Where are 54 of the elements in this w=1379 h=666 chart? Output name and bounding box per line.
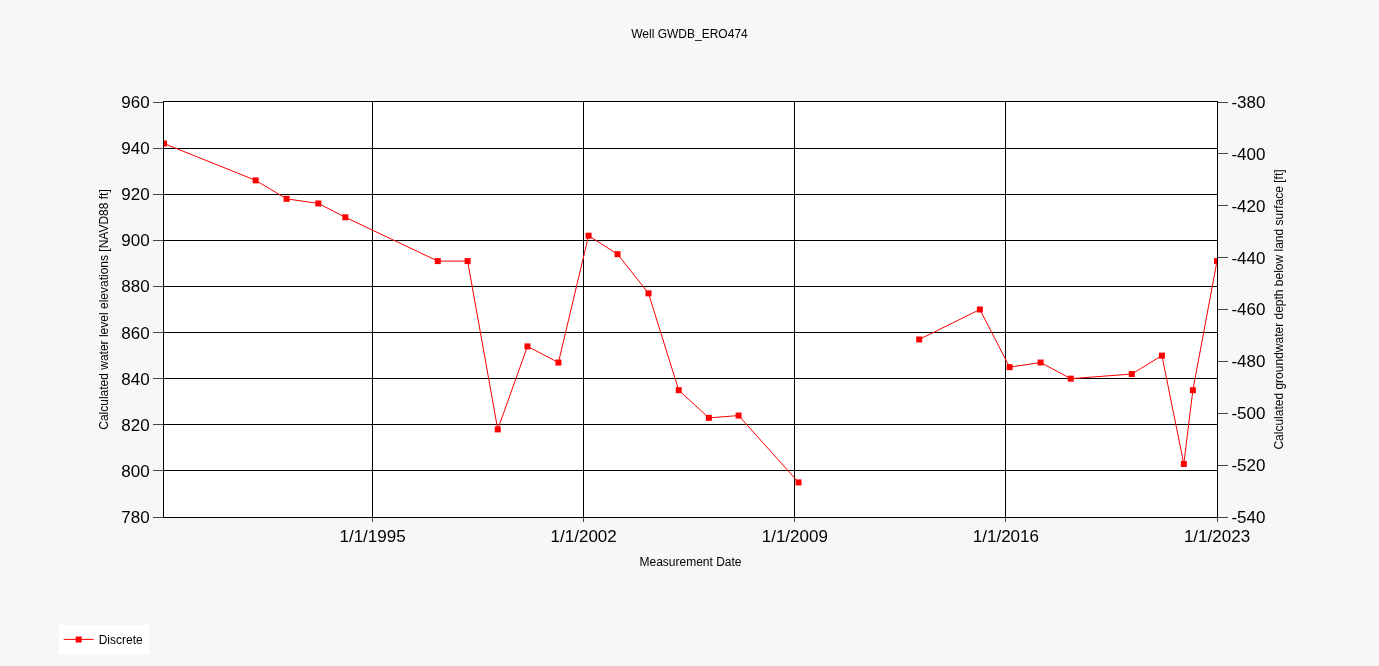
point xyxy=(675,387,682,394)
point xyxy=(434,258,441,265)
point xyxy=(585,232,592,239)
point xyxy=(494,426,501,433)
point xyxy=(283,195,290,202)
point xyxy=(735,412,742,419)
point xyxy=(1180,460,1187,467)
point xyxy=(555,359,562,366)
y-tick-label: 960 xyxy=(121,92,150,112)
chart-title: Well GWDB_ERO474 xyxy=(631,27,749,42)
point xyxy=(705,414,712,421)
y2-tick-label: -420 xyxy=(1231,196,1266,216)
point xyxy=(342,214,349,221)
point xyxy=(1189,387,1196,394)
point xyxy=(1158,352,1165,359)
y2-tick-label: -520 xyxy=(1231,456,1266,476)
x-tick-label: 1/1/2016 xyxy=(972,527,1039,547)
y-tick-label: 820 xyxy=(121,415,150,435)
point xyxy=(1067,375,1074,382)
x-tick-label: 1/1/1995 xyxy=(339,527,406,547)
point xyxy=(1128,371,1135,378)
y2-tick-label: -440 xyxy=(1231,248,1266,268)
point xyxy=(252,177,259,184)
point xyxy=(1037,359,1044,366)
y-tick-label: 900 xyxy=(121,231,150,251)
x-axis-title: Measurement Date xyxy=(639,555,742,570)
point xyxy=(795,479,802,486)
y2-tick-label: -480 xyxy=(1231,352,1266,372)
x-tick-label: 1/1/2023 xyxy=(1183,527,1251,547)
y2-tick-label: -540 xyxy=(1231,507,1266,527)
point xyxy=(524,343,531,350)
point xyxy=(614,251,621,258)
x-tick-label: 1/1/2002 xyxy=(550,527,617,547)
y2-tick-label: -500 xyxy=(1231,404,1266,424)
y-tick-label: 880 xyxy=(121,277,150,297)
point xyxy=(315,200,322,207)
y-axis-title: Calculated water level elevations [NAVD88 ft] xyxy=(96,189,111,430)
y2-tick-label: -380 xyxy=(1231,92,1266,112)
legend-label: Discrete xyxy=(98,633,144,648)
y-tick-label: 840 xyxy=(121,369,150,389)
y-tick-label: 800 xyxy=(121,461,150,481)
y-tick-label: 780 xyxy=(121,507,150,527)
y2-tick-label: -460 xyxy=(1231,300,1266,320)
y-tick-label: 860 xyxy=(121,323,150,343)
y2-axis-title: Calculated groundwater depth below land surface [ft] xyxy=(1272,169,1287,450)
y-tick-label: 920 xyxy=(121,185,150,205)
point xyxy=(464,258,471,265)
y2-tick-label: -400 xyxy=(1231,144,1266,164)
point xyxy=(976,306,983,313)
y-tick-label: 940 xyxy=(121,139,150,159)
point xyxy=(1006,364,1013,371)
x-tick-label: 1/1/2009 xyxy=(761,527,828,547)
point xyxy=(645,290,652,297)
point xyxy=(916,336,923,343)
